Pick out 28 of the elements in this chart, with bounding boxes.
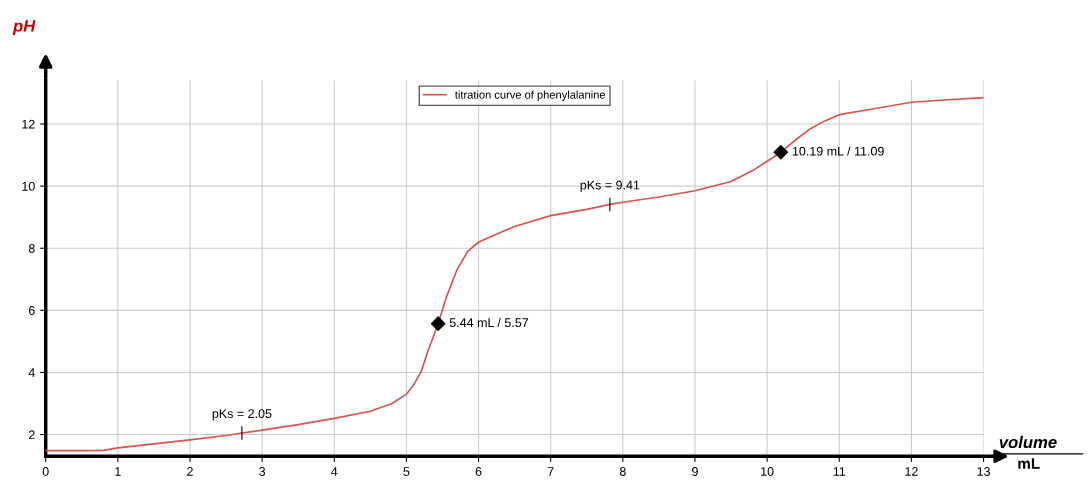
annotation: pKs = 9.41 (580, 180, 640, 192)
y-tick-label: 4 (28, 368, 35, 377)
x-tick-label: 4 (331, 467, 338, 476)
x2-axis-title: mL (1018, 458, 1040, 469)
x-tick-label: 2 (187, 467, 193, 476)
y-tick-label: 2 (28, 430, 35, 440)
x-tick-label: 0 (42, 467, 49, 476)
y-tick-label: 6 (28, 306, 35, 315)
x-tick-label: 3 (259, 467, 266, 476)
x-tick-label: 9 (692, 467, 698, 476)
x-tick-label: 8 (619, 467, 626, 476)
x-tick-label: 10 (761, 467, 774, 476)
x-tick-label: 11 (833, 467, 846, 476)
data-label: 10.19 mL / 11.09 (792, 146, 884, 156)
y-axis-title: pH (12, 20, 36, 36)
y-tick-label: 12 (22, 119, 35, 129)
y-tick-label: 8 (28, 244, 35, 253)
x-tick-label: 7 (547, 467, 554, 476)
y-tick-label: 10 (22, 181, 35, 191)
data-label: 5.44 mL / 5.57 (449, 317, 529, 328)
x-tick-label: 13 (977, 467, 990, 476)
x-tick-label: 12 (905, 467, 918, 476)
legend-label: titration curve of phenylalanine (455, 90, 606, 101)
x-tick-label: 5 (403, 467, 410, 476)
x-axis-title: volume (999, 435, 1057, 449)
x-tick-label: 1 (115, 467, 121, 476)
annotation: pKs = 2.05 (212, 409, 272, 421)
x-tick-label: 6 (475, 467, 482, 476)
